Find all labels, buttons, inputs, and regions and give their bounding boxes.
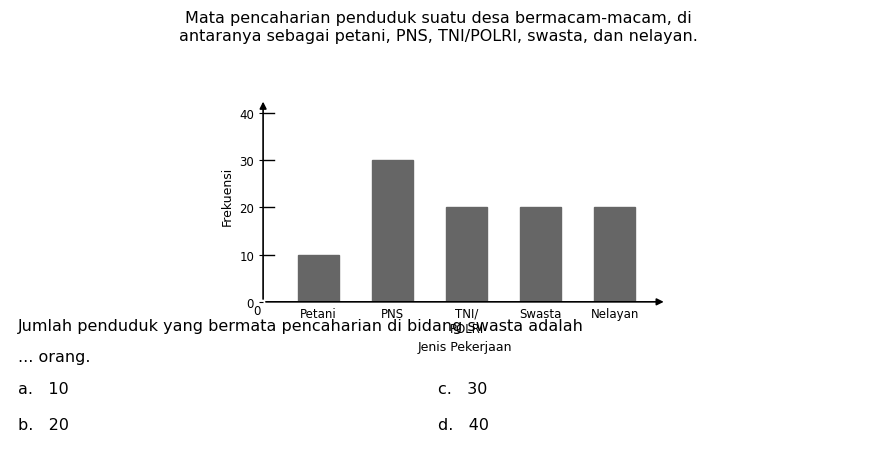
Text: d.   40: d. 40 [438, 417, 489, 432]
Bar [372, 161, 413, 302]
Bar [520, 208, 561, 302]
X-axis label: Jenis Pekerjaan: Jenis Pekerjaan [417, 341, 512, 354]
Text: a.   10: a. 10 [18, 381, 68, 396]
Text: c.   30: c. 30 [438, 381, 488, 396]
Y-axis label: Frekuensi: Frekuensi [221, 166, 233, 226]
Bar [446, 208, 487, 302]
Text: b.   20: b. 20 [18, 417, 68, 432]
Bar [595, 208, 635, 302]
Text: Jumlah penduduk yang bermata pencaharian di bidang swasta adalah: Jumlah penduduk yang bermata pencaharian… [18, 318, 583, 333]
Text: Mata pencaharian penduduk suatu desa bermacam-macam, di
antaranya sebagai petani: Mata pencaharian penduduk suatu desa ber… [179, 11, 698, 44]
Text: 0: 0 [253, 304, 260, 318]
Bar [298, 255, 339, 302]
Text: ... orang.: ... orang. [18, 350, 90, 364]
